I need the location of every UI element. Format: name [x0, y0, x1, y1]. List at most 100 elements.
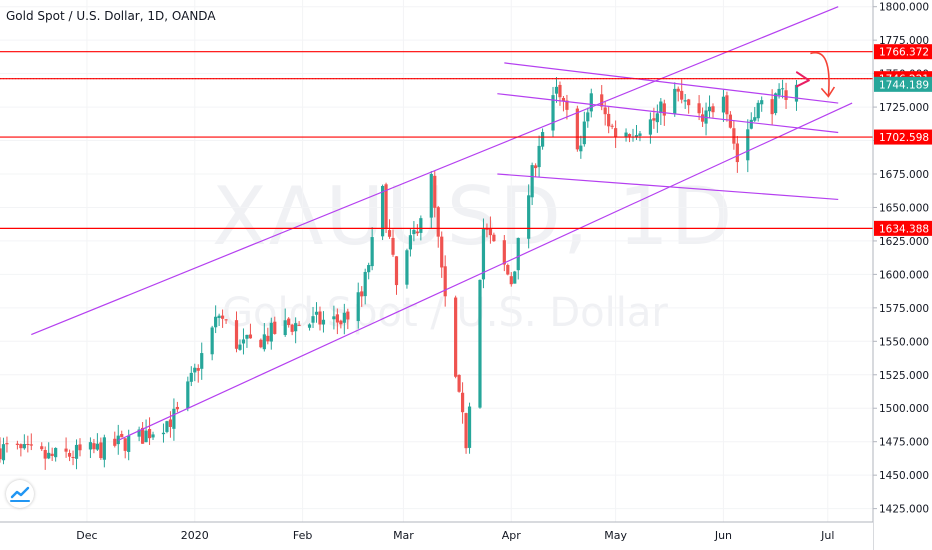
candle-body — [405, 250, 409, 285]
candle-body — [290, 324, 294, 332]
candle-body — [151, 434, 155, 438]
candle-body — [579, 145, 583, 152]
candle-body — [565, 100, 569, 110]
y-tick-label: 1500.000 — [879, 403, 929, 415]
x-tick-label: 2020 — [181, 529, 209, 542]
level-price-tag-1-bg — [874, 44, 932, 60]
candle-body — [220, 315, 225, 319]
candle-body — [384, 184, 388, 229]
candle-body — [756, 102, 760, 119]
candle-body — [234, 320, 239, 349]
candle-body — [141, 427, 145, 444]
candle-body — [356, 292, 360, 322]
y-tick-label: 1650.000 — [879, 202, 929, 214]
projection-arrowhead-icon — [820, 86, 836, 98]
candle-body — [561, 97, 566, 102]
current-price-tag-bg — [874, 76, 932, 92]
candle-body — [687, 99, 691, 106]
candle-body — [634, 135, 639, 137]
candle-body — [673, 88, 677, 114]
candle-body — [245, 334, 249, 339]
candle-body — [408, 235, 413, 250]
level-price-tag-4-bg — [874, 220, 932, 236]
y-tick-label: 1525.000 — [879, 370, 929, 382]
candle-body — [732, 128, 736, 144]
candle-body — [92, 443, 96, 450]
candle-body — [210, 327, 214, 355]
projection-arc-icon — [810, 51, 830, 97]
candle-body — [534, 165, 538, 169]
y-tick-label: 1475.000 — [879, 437, 929, 449]
candle-body — [311, 316, 315, 323]
candle-body — [29, 444, 33, 446]
candle-body — [777, 88, 781, 96]
candle-body — [516, 238, 520, 271]
x-tick-label: Feb — [293, 529, 312, 542]
candle-body — [721, 96, 726, 113]
x-tick-label: Apr — [502, 529, 522, 542]
candle-body — [492, 234, 496, 242]
x-tick-label: Mar — [393, 529, 414, 542]
candle-body — [502, 240, 506, 265]
annotation-arrow-icon — [795, 71, 810, 88]
candle-body — [419, 218, 423, 233]
chart-title: Gold Spot / U.S. Dollar, 1D, OANDA — [6, 9, 216, 23]
candle-body — [415, 231, 419, 234]
candle-body — [506, 265, 510, 275]
candle-body — [454, 297, 458, 377]
y-tick-label: 1625.000 — [879, 236, 929, 248]
candle-body — [196, 368, 200, 371]
candle-body — [537, 145, 541, 168]
candle-body — [735, 143, 739, 163]
candle-body — [26, 443, 30, 445]
candle-body — [269, 322, 273, 342]
y-tick-label: 1725.000 — [879, 102, 929, 114]
candle-body — [19, 444, 23, 449]
candle-body — [530, 165, 534, 198]
candle-body — [627, 134, 632, 137]
candle-body — [707, 106, 712, 112]
candle-body — [659, 101, 663, 114]
candle-body — [360, 291, 364, 297]
candle-body — [728, 114, 732, 128]
candle-body — [697, 103, 701, 114]
candle-body — [175, 406, 179, 410]
candle-body — [50, 453, 54, 456]
candle-body — [307, 324, 312, 328]
current-price-tag: 1744.189 — [879, 79, 929, 91]
gridlines — [0, 0, 873, 522]
y-tick-label: 1575.000 — [879, 303, 929, 315]
candle-body — [412, 229, 416, 235]
candle-body — [488, 228, 493, 236]
candle-body — [47, 452, 51, 459]
candle-body — [600, 94, 604, 107]
candle-body — [102, 437, 106, 460]
candle-body — [652, 118, 656, 121]
candle-body — [481, 228, 486, 280]
candle-body — [120, 433, 124, 438]
candle-body — [168, 419, 173, 427]
candle-body — [161, 432, 166, 435]
x-tick-label: May — [604, 529, 627, 542]
candle-body — [342, 312, 346, 323]
candle-body — [436, 207, 440, 237]
candle-body — [147, 429, 152, 439]
candle-body — [527, 195, 531, 239]
candle-body — [367, 265, 371, 273]
candle-body — [586, 112, 590, 122]
candle-body — [394, 256, 399, 286]
candle-body — [363, 271, 367, 297]
candle-body — [784, 90, 788, 100]
candle-body — [513, 271, 517, 284]
candle-body — [78, 444, 82, 451]
tradingview-logo-icon[interactable] — [6, 480, 34, 508]
trendline-1 — [31, 6, 839, 336]
candle-body — [638, 133, 642, 136]
y-tick-label: 1600.000 — [879, 269, 929, 281]
candle-body — [429, 173, 433, 218]
candle-body — [624, 132, 628, 137]
candle-body — [614, 128, 618, 138]
level-price-tag-3-bg — [874, 129, 932, 145]
candle-body — [99, 442, 103, 459]
